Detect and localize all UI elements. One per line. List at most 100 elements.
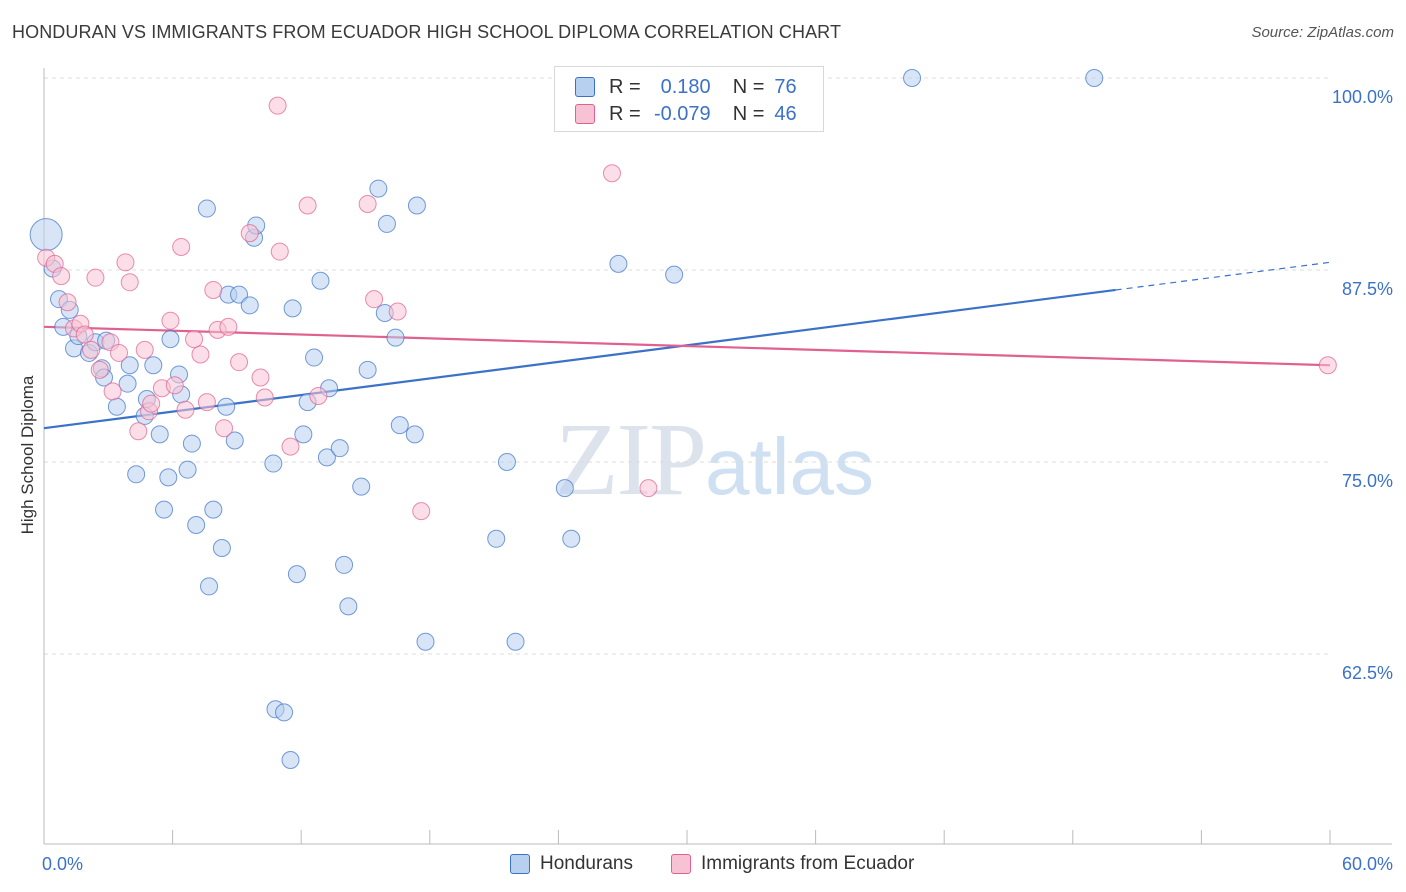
legend-r-value: -0.079 bbox=[653, 102, 711, 125]
ecuador-point bbox=[309, 386, 328, 405]
ecuador-point bbox=[103, 382, 122, 401]
legend-label: Immigrants from Ecuador bbox=[701, 853, 915, 874]
blue-swatch bbox=[575, 77, 595, 97]
legend-row-hondurans: R = 0.180 N = 76 bbox=[575, 74, 797, 100]
honduran-point bbox=[200, 577, 219, 596]
honduran-point bbox=[405, 425, 424, 444]
ecuador-point bbox=[230, 353, 249, 372]
honduran-point bbox=[212, 539, 231, 558]
stats-legend: R = 0.180 N = 76 R = -0.079 N = 46 bbox=[554, 66, 824, 132]
honduran-point bbox=[903, 69, 922, 87]
source-label: Source: ZipAtlas.com bbox=[1251, 24, 1394, 41]
legend-r-label: R = bbox=[609, 102, 641, 125]
legend-label: Hondurans bbox=[540, 853, 633, 874]
ecuador-point bbox=[129, 422, 148, 441]
ecuador-point bbox=[120, 273, 139, 292]
ecuador-point bbox=[161, 311, 180, 330]
honduran-point bbox=[330, 439, 349, 458]
ecuador-point bbox=[219, 317, 238, 336]
blue-swatch bbox=[510, 854, 530, 874]
honduran-point bbox=[230, 285, 249, 304]
ecuador-point bbox=[215, 419, 234, 438]
ecuador-point bbox=[176, 400, 195, 419]
ecuador-point bbox=[639, 479, 658, 498]
ecuador-point bbox=[135, 340, 154, 359]
ecuador-point bbox=[90, 360, 109, 379]
honduran-point bbox=[150, 425, 169, 444]
ecuador-point bbox=[191, 345, 210, 364]
honduran-point bbox=[197, 199, 216, 218]
honduran-point bbox=[562, 529, 581, 548]
honduran-point bbox=[358, 360, 377, 379]
y-tick-label: 87.5% bbox=[1342, 279, 1393, 299]
honduran-point bbox=[369, 179, 388, 198]
ecuador-point bbox=[116, 253, 135, 272]
honduran-point bbox=[609, 254, 628, 273]
ecuador-point bbox=[270, 242, 289, 261]
honduran-point bbox=[377, 214, 396, 233]
ecuador-point bbox=[86, 268, 105, 287]
honduran-point bbox=[159, 468, 178, 487]
honduran-point bbox=[352, 477, 371, 496]
honduran-point bbox=[497, 453, 516, 471]
legend-r-value: 0.180 bbox=[660, 75, 711, 98]
honduran-point bbox=[182, 434, 201, 453]
tick-labels: 100.0% 87.5% 75.0% 62.5% 0.0% 60.0% bbox=[42, 87, 1393, 874]
honduran-point bbox=[204, 500, 223, 519]
y-tick-label: 62.5% bbox=[1342, 663, 1393, 683]
honduran-point bbox=[29, 218, 63, 252]
legend-n-value: 76 bbox=[774, 75, 797, 98]
ecuador-point bbox=[251, 368, 270, 387]
honduran-point bbox=[305, 348, 324, 367]
legend-r-label: R = bbox=[609, 75, 641, 98]
honduran-point bbox=[407, 196, 426, 215]
honduran-point bbox=[1085, 69, 1104, 87]
honduran-point bbox=[225, 431, 244, 450]
ecuador-trend-line bbox=[43, 325, 1331, 367]
ecuador-point bbox=[52, 267, 71, 286]
ecuador-point bbox=[388, 302, 407, 321]
ecuador-point bbox=[185, 330, 204, 349]
ecuador-point bbox=[82, 340, 101, 359]
honduran-point bbox=[107, 397, 126, 416]
ecuador-point bbox=[358, 194, 377, 213]
honduran-point bbox=[335, 555, 354, 574]
legend-item-hondurans[interactable]: Hondurans bbox=[510, 850, 633, 878]
honduran-point bbox=[120, 356, 139, 375]
ecuador-point bbox=[142, 394, 161, 413]
ecuador-point bbox=[268, 96, 287, 115]
honduran-point bbox=[287, 565, 306, 584]
honduran-point bbox=[416, 632, 435, 651]
honduran-point bbox=[240, 296, 259, 315]
legend-n-label: N = bbox=[732, 75, 765, 98]
honduran-point bbox=[127, 465, 146, 484]
honduran-point bbox=[317, 448, 336, 467]
honduran-point bbox=[275, 703, 294, 722]
ecuador-point bbox=[58, 293, 77, 312]
ecuador-point bbox=[281, 437, 300, 456]
honduran-point bbox=[264, 454, 283, 473]
pink-swatch bbox=[575, 104, 595, 124]
legend-n-value: 46 bbox=[774, 102, 797, 125]
ecuador-point bbox=[110, 343, 129, 362]
honduran-point bbox=[555, 479, 574, 498]
y-tick-label: 100.0% bbox=[1332, 87, 1393, 107]
ecuador-point bbox=[602, 164, 621, 183]
honduran-point bbox=[187, 515, 206, 534]
honduran-point bbox=[281, 750, 300, 769]
ecuador-point bbox=[412, 502, 431, 521]
legend-item-ecuador[interactable]: Immigrants from Ecuador bbox=[671, 850, 914, 878]
honduran-point bbox=[311, 271, 330, 290]
honduran-point bbox=[339, 597, 358, 616]
honduran-point bbox=[155, 500, 174, 519]
data-points bbox=[29, 67, 1337, 769]
ecuador-point bbox=[365, 290, 384, 309]
pink-swatch bbox=[671, 854, 691, 874]
x-tick-label: 60.0% bbox=[1342, 854, 1393, 874]
x-tick-label: 0.0% bbox=[42, 854, 83, 874]
ecuador-point bbox=[75, 325, 94, 344]
honduran-point bbox=[506, 632, 525, 651]
honduran-point bbox=[144, 356, 163, 375]
ecuador-point bbox=[197, 393, 216, 412]
